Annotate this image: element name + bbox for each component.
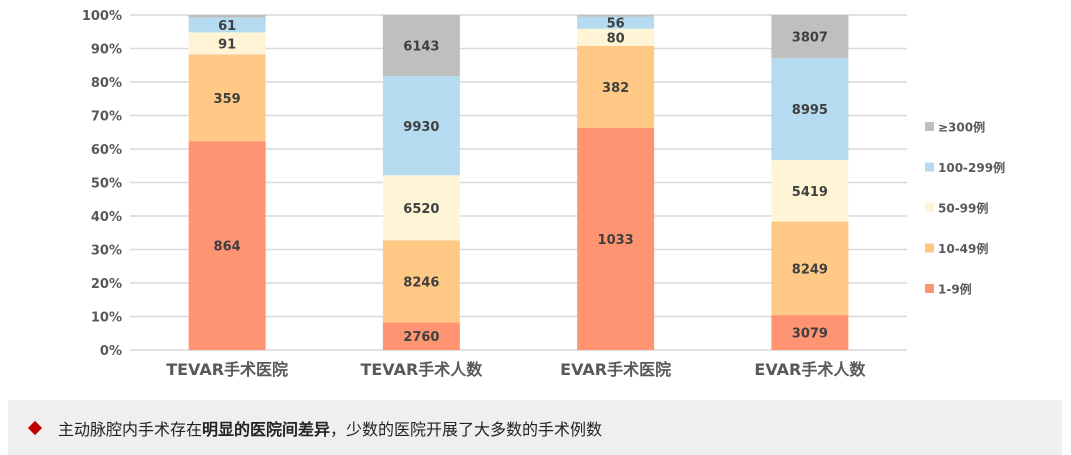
legend-swatch bbox=[925, 162, 934, 172]
data-label: 359 bbox=[214, 92, 241, 107]
x-category-label: TEVAR手术人数 bbox=[360, 360, 483, 379]
x-category-label: EVAR手术人数 bbox=[754, 360, 866, 379]
x-category-label: TEVAR手术医院 bbox=[166, 360, 288, 379]
data-label: 382 bbox=[602, 81, 629, 96]
bar-segment bbox=[771, 160, 849, 222]
data-label: 3807 bbox=[792, 31, 828, 46]
data-label: 8246 bbox=[403, 275, 439, 290]
bar-segment bbox=[382, 175, 460, 241]
bar-segment bbox=[188, 54, 266, 142]
y-tick-label: 10% bbox=[91, 311, 122, 326]
legend-label: 1-9例 bbox=[938, 282, 972, 297]
y-tick-label: 0% bbox=[100, 344, 122, 359]
data-label: 61 bbox=[218, 19, 236, 34]
legend-label: ≥300例 bbox=[938, 120, 985, 135]
data-label: 2760 bbox=[403, 330, 439, 345]
bar-segment bbox=[382, 322, 460, 350]
bar-segment bbox=[577, 45, 655, 129]
summary-text: 主动脉腔内手术存在明显的医院间差异，少数的医院开展了大多数的手术例数 bbox=[58, 416, 602, 440]
x-category-label: EVAR手术医院 bbox=[560, 360, 671, 379]
data-label: 8995 bbox=[792, 103, 828, 118]
summary-text-bold: 明显的医院间差异 bbox=[202, 419, 331, 439]
bar-segment bbox=[771, 221, 849, 316]
y-tick-label: 70% bbox=[91, 110, 122, 125]
bar-segment bbox=[577, 15, 655, 17]
legend-label: 50-99例 bbox=[938, 201, 988, 216]
stacked-bar-chart: 0% 10% 20% 30% 40% 50% 60% 70% 80% 90% 100% 864 359 9… bbox=[82, 9, 1005, 379]
bar-segment bbox=[577, 16, 655, 29]
data-label: 9930 bbox=[403, 120, 439, 135]
y-tick-label: 90% bbox=[91, 43, 122, 58]
bar-segment bbox=[577, 128, 655, 350]
data-label: 1033 bbox=[598, 233, 634, 248]
bar-segment bbox=[382, 76, 460, 176]
summary-text-post: ，少数的医院开展了大多数的手术例数 bbox=[330, 419, 603, 439]
bar-segment bbox=[577, 28, 655, 46]
data-label: 6520 bbox=[403, 202, 439, 217]
bar-segment bbox=[382, 15, 460, 77]
bar-segment bbox=[382, 240, 460, 323]
y-tick-label: 80% bbox=[91, 76, 122, 91]
legend-swatch bbox=[925, 284, 934, 293]
data-label: 864 bbox=[214, 240, 241, 255]
bar-segment bbox=[771, 315, 849, 350]
legend-label: 100-299例 bbox=[938, 160, 1005, 175]
summary-banner: 主动脉腔内手术存在明显的医院间差异，少数的医院开展了大多数的手术例数 bbox=[8, 400, 1062, 455]
data-label: 3079 bbox=[792, 327, 828, 342]
legend-swatch bbox=[925, 203, 934, 212]
data-label: 5419 bbox=[792, 185, 828, 200]
data-label: 56 bbox=[607, 17, 625, 32]
bar-segment bbox=[188, 141, 266, 350]
y-tick-label: 100% bbox=[82, 9, 122, 24]
data-label: 80 bbox=[607, 31, 625, 46]
diamond-bullet-icon bbox=[27, 420, 43, 435]
bar-segment bbox=[188, 32, 266, 55]
data-label: 91 bbox=[218, 37, 236, 52]
bar-segment bbox=[188, 17, 266, 33]
y-tick-label: 40% bbox=[91, 210, 122, 225]
summary-text-pre: 主动脉腔内手术存在 bbox=[58, 419, 203, 439]
y-tick-label: 30% bbox=[91, 244, 122, 259]
y-tick-label: 50% bbox=[91, 177, 122, 192]
bar-segment bbox=[771, 58, 849, 161]
bar-segment bbox=[188, 15, 266, 18]
data-label: 8249 bbox=[792, 262, 828, 277]
legend-label: 10-49例 bbox=[938, 241, 988, 256]
legend-swatch bbox=[925, 122, 934, 131]
legend-swatch bbox=[925, 243, 934, 253]
y-tick-label: 20% bbox=[91, 277, 122, 292]
data-label: 6143 bbox=[403, 40, 439, 55]
bar-segment bbox=[771, 15, 849, 59]
y-tick-label: 60% bbox=[91, 143, 122, 158]
